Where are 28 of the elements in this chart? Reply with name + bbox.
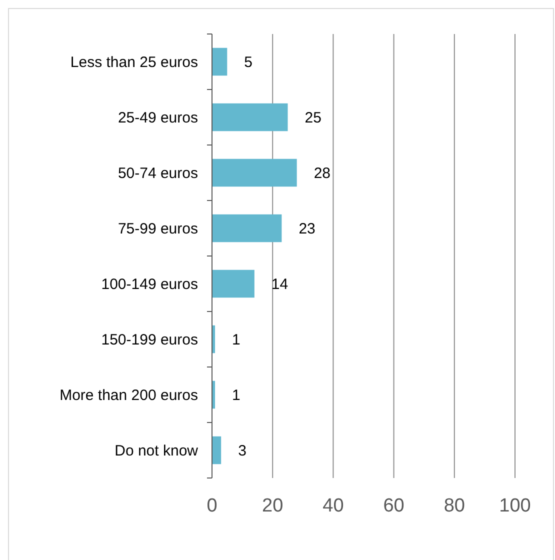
data-label: 28 — [314, 165, 331, 182]
x-tick-label: 40 — [322, 495, 344, 516]
x-tick-label: 80 — [444, 495, 465, 516]
data-label: 1 — [232, 332, 240, 348]
bar — [212, 103, 288, 132]
bar — [212, 436, 222, 464]
data-label: 3 — [238, 442, 246, 460]
y-tick-label: 100-149 euros — [101, 276, 198, 293]
bar — [212, 270, 254, 298]
y-tick-label: 75-99 euros — [118, 220, 198, 238]
y-tick-label: 50-74 euros — [118, 165, 198, 182]
bar — [212, 158, 297, 187]
y-tick-label: More than 200 euros — [60, 387, 198, 404]
data-label: 23 — [298, 220, 316, 238]
data-label: 1 — [232, 387, 240, 404]
y-tick-label: Do not know — [114, 442, 198, 460]
x-tick-label: 0 — [206, 495, 218, 516]
data-label: 14 — [271, 276, 288, 293]
data-label: 25 — [304, 110, 322, 126]
x-tick-label: 100 — [499, 495, 531, 516]
bar — [212, 214, 282, 242]
data-label: 5 — [244, 54, 252, 71]
x-tick-label: 60 — [383, 495, 404, 516]
y-tick-label: Less than 25 euros — [70, 54, 198, 71]
y-tick-label: 150-199 euros — [101, 332, 198, 348]
y-tick-label: 25-49 euros — [118, 110, 198, 126]
x-tick-label: 20 — [262, 495, 284, 516]
bar — [212, 48, 228, 76]
